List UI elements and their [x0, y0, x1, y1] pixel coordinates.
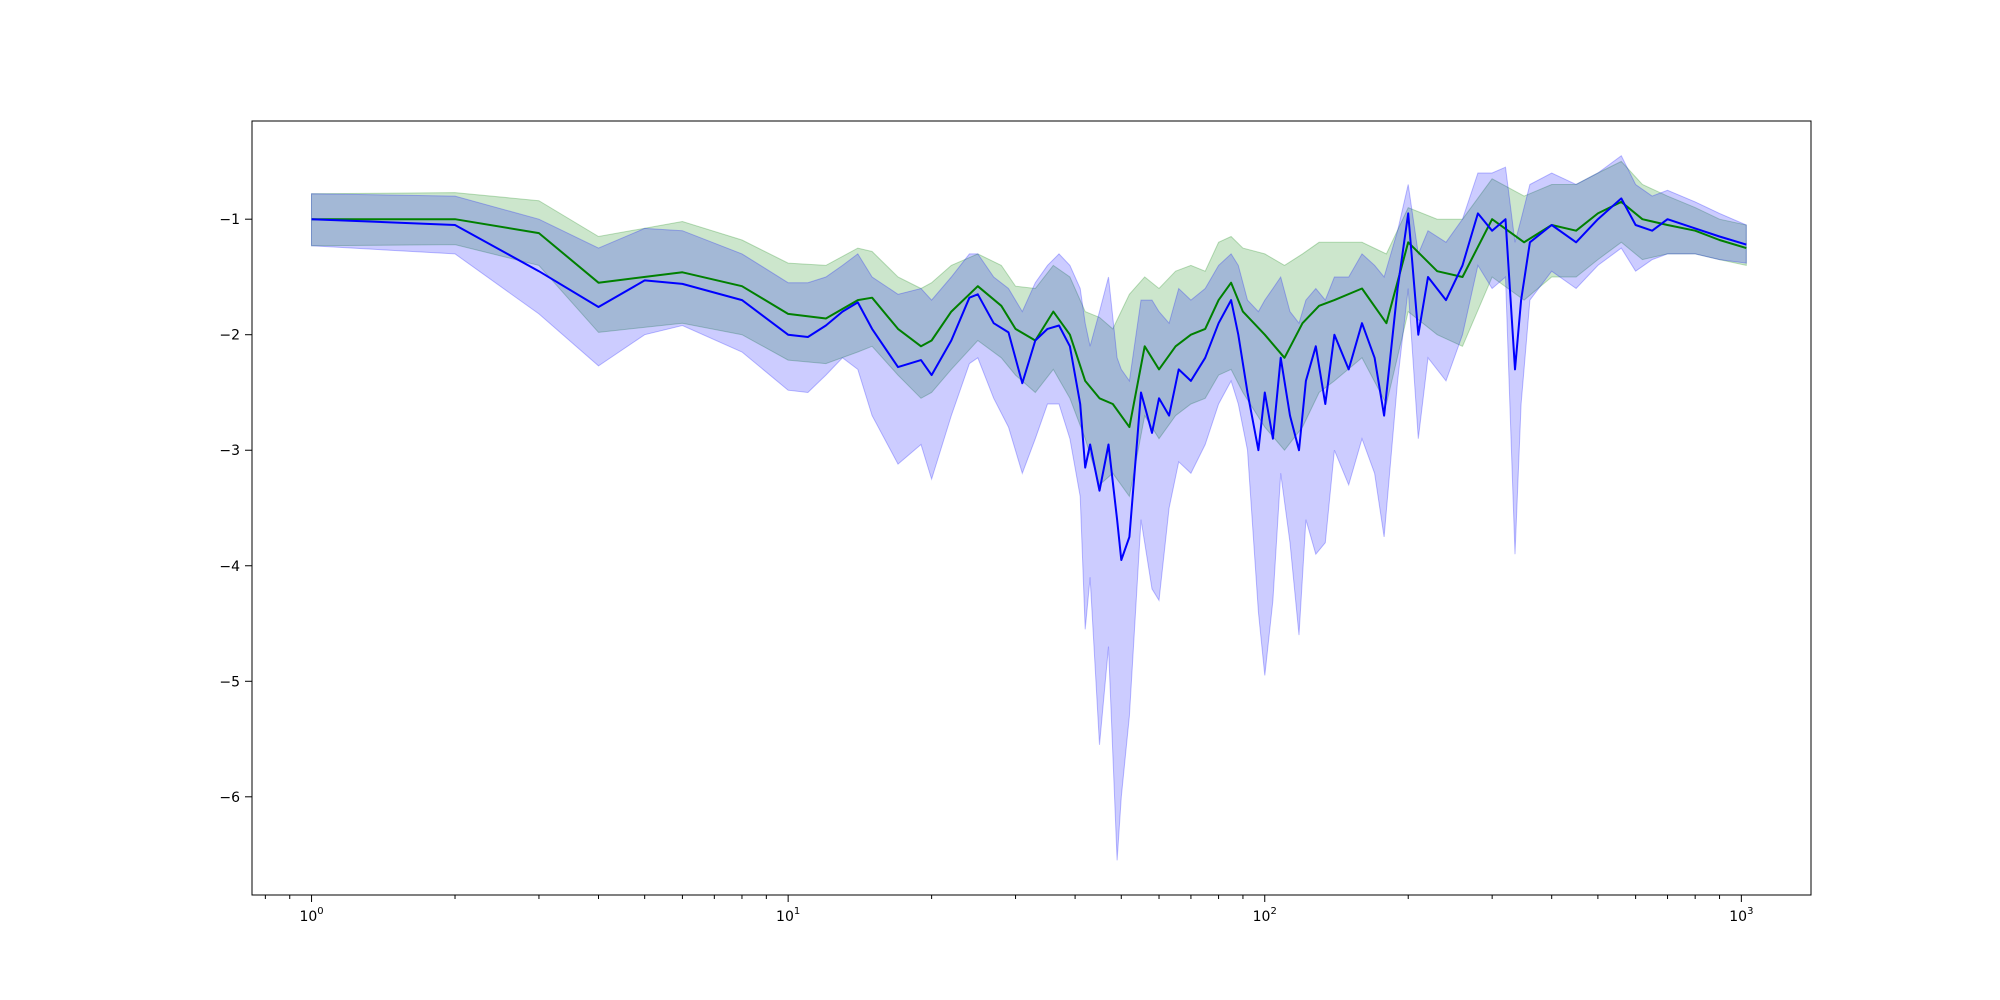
y-tick-label: −5 — [219, 674, 240, 690]
x-tick-label: 101 — [776, 906, 800, 925]
x-tick-label: 102 — [1253, 906, 1277, 925]
y-tick-label: −6 — [219, 790, 240, 806]
y-tick-label: −4 — [219, 559, 240, 575]
series-1-line — [311, 197, 1747, 561]
y-tick-label: −2 — [219, 328, 240, 344]
series-1-band — [311, 154, 1747, 861]
y-tick-label: −3 — [219, 443, 240, 459]
x-tick-label: 103 — [1729, 906, 1753, 925]
y-axis: −1 −2 −3 −4 −5 −6 — [219, 212, 252, 806]
x-tick-label: 100 — [299, 906, 323, 925]
confidence-bands — [311, 154, 1747, 861]
series-lines — [311, 197, 1747, 561]
plot-frame — [251, 120, 1812, 896]
series-0-line — [311, 200, 1747, 429]
x-axis: 100 101 102 103 — [264, 895, 1753, 925]
series-0-band — [311, 160, 1747, 498]
y-tick-label: −1 — [219, 212, 240, 228]
